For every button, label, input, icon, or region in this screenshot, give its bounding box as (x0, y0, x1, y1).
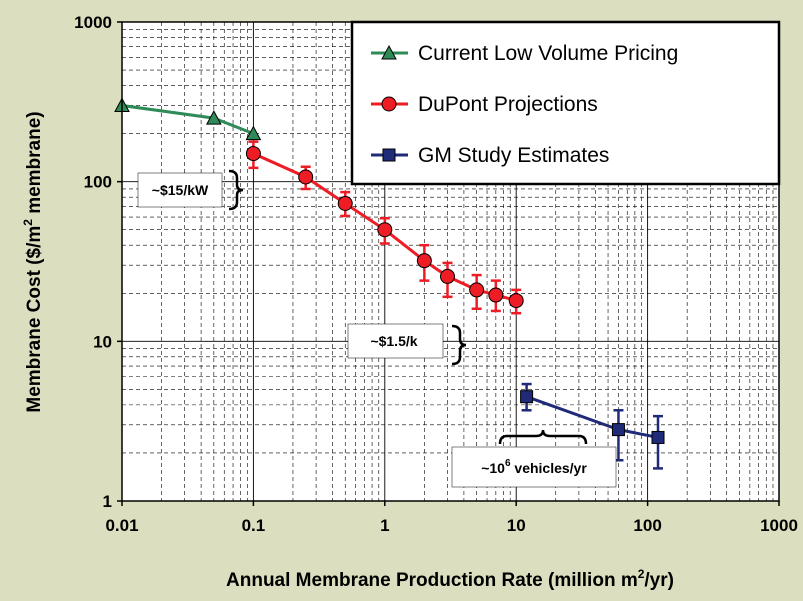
brace-icon (451, 324, 467, 366)
data-point (245, 125, 262, 141)
triangle-marker-icon (381, 44, 397, 60)
data-point (377, 222, 393, 238)
data-point (439, 268, 455, 284)
legend-item-gm-study-estimates: GM Study Estimates (371, 144, 609, 167)
x-axis-title: Annual Membrane Production Rate (million… (226, 567, 674, 591)
circle-marker-icon (381, 96, 397, 112)
annotation-text: ~$1.5/k (370, 333, 417, 349)
annotation-vehicles-per-year: ~106 vehicles/yr (451, 429, 617, 488)
annotation-box (347, 323, 444, 359)
legend-item-current-low-volume-pricing: Current Low Volume Pricing (371, 42, 678, 65)
x-tick-label: 0.1 (242, 516, 266, 535)
y-tick-label: 100 (84, 173, 112, 192)
series-layer (114, 97, 665, 470)
data-point (508, 293, 524, 309)
series-2 (520, 382, 665, 470)
y-tick-label: 10 (93, 332, 112, 351)
legend-box (350, 20, 781, 186)
square-marker-icon (382, 148, 396, 162)
series-1 (245, 140, 524, 315)
legend-label-gm: GM Study Estimates (418, 144, 609, 167)
data-point (206, 110, 222, 125)
legend-item-dupont-projections: DuPont Projections (371, 93, 598, 116)
data-point (611, 423, 625, 437)
annotation-text: ~106 vehicles/yr (481, 458, 587, 476)
annotation-box (137, 172, 223, 208)
legend-label-current: Current Low Volume Pricing (418, 42, 678, 65)
x-tick-label: 1000 (760, 516, 798, 535)
data-point (520, 390, 534, 404)
data-point (337, 195, 353, 211)
y-tick-label: 1 (103, 492, 112, 511)
data-point (416, 253, 432, 269)
x-tick-label: 100 (633, 516, 661, 535)
annotation-text: ~$15/kW (152, 182, 209, 198)
annotation-1-5-per-kw: ~$1.5/k (347, 323, 467, 366)
data-point (651, 430, 665, 444)
x-tick-label: 10 (507, 516, 526, 535)
annotation-box (451, 446, 617, 488)
data-point (298, 169, 314, 185)
data-point (488, 287, 504, 303)
data-point (245, 146, 261, 162)
x-tick-label: 0.01 (105, 516, 138, 535)
brace-icon (228, 169, 244, 211)
y-axis-title: Membrane Cost ($/m2 membrane) (21, 111, 45, 412)
grid (122, 22, 779, 501)
tick-labels: 0.01 0.1 1 10 100 1000 1 10 100 1000 (74, 13, 798, 535)
y-tick-label: 1000 (74, 13, 112, 32)
annotation-15-per-kw: ~$15/kW (137, 169, 244, 211)
legend-label-dupont: DuPont Projections (418, 93, 598, 116)
legend: Current Low Volume Pricing DuPont Projec… (350, 20, 781, 186)
x-tick-label: 1 (380, 516, 389, 535)
data-point (469, 282, 485, 298)
brace-icon (498, 429, 588, 445)
